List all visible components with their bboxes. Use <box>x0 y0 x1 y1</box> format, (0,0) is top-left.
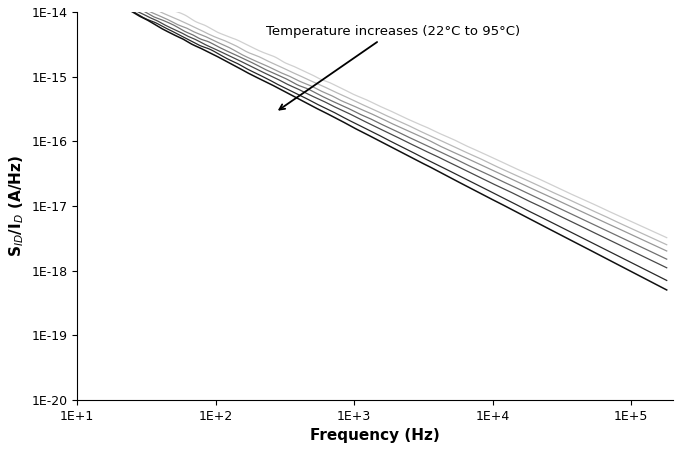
X-axis label: Frequency (Hz): Frequency (Hz) <box>310 428 440 443</box>
Text: Temperature increases (22°C to 95°C): Temperature increases (22°C to 95°C) <box>266 25 520 110</box>
Y-axis label: S$_{ID}$/I$_D$ (A/Hz): S$_{ID}$/I$_D$ (A/Hz) <box>7 155 26 257</box>
